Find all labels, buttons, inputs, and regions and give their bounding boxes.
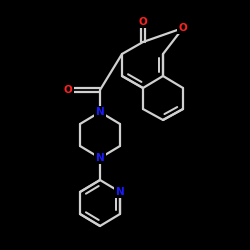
Text: O: O [138,17,147,27]
Text: N: N [116,187,124,197]
Text: N: N [96,107,104,117]
Text: O: O [178,23,188,33]
Text: N: N [96,153,104,163]
Text: O: O [64,85,72,95]
